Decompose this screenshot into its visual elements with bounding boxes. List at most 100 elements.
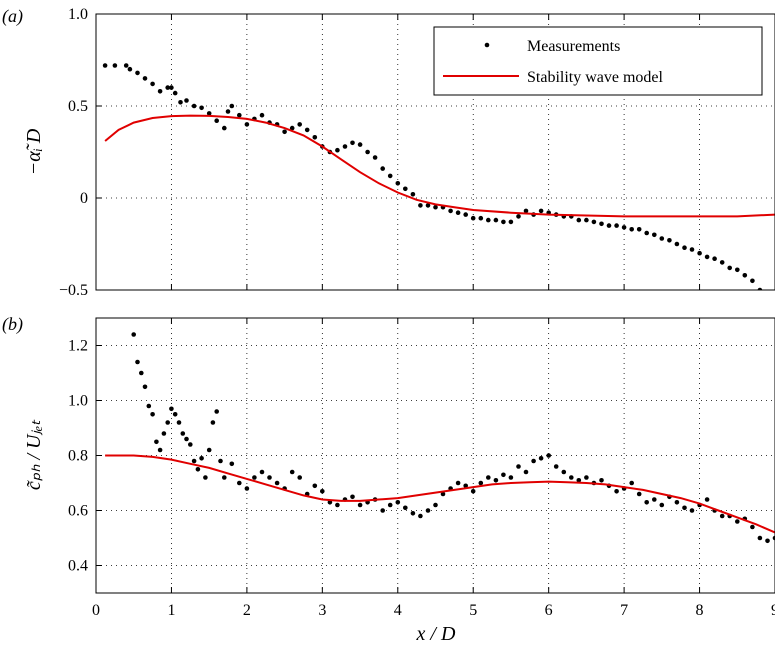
data-point-measurement	[584, 475, 589, 480]
data-point-measurement	[599, 221, 604, 227]
y-tick-label: 1.0	[68, 393, 88, 410]
x-tick-label: 0	[92, 602, 100, 619]
data-point-measurement	[689, 247, 695, 252]
data-point-measurement	[584, 217, 589, 223]
data-point-measurement	[157, 89, 163, 94]
data-point-measurement	[142, 76, 148, 81]
data-point-measurement	[735, 519, 740, 524]
data-point-measurement	[150, 81, 155, 87]
data-point-measurement	[184, 436, 189, 442]
data-point-measurement	[320, 489, 325, 494]
panel-b: (b) 0.4 0.6 0.8 1.0 1.2 0 1 2 3 4 5 6 7 8 9 c̃ₚₕ / Uⱼ…	[2, 314, 775, 645]
y-tick-label: 0.6	[68, 503, 88, 520]
data-point-measurement	[757, 287, 763, 290]
data-point-measurement	[674, 241, 680, 247]
panel-b-plot-area	[105, 332, 775, 544]
data-point-measurement	[191, 103, 197, 109]
data-point-measurement	[576, 478, 582, 483]
data-point-measurement	[576, 217, 582, 223]
data-point-measurement	[470, 215, 476, 221]
data-point-measurement	[621, 225, 627, 230]
data-point-measurement	[508, 219, 514, 225]
data-point-measurement	[387, 173, 393, 179]
data-point-measurement	[614, 223, 619, 228]
data-point-measurement	[184, 98, 189, 103]
data-point-measurement	[312, 135, 318, 140]
data-point-measurement	[304, 127, 310, 133]
panel-b-x-axis-label: x / D	[416, 623, 456, 645]
data-point-measurement	[131, 332, 136, 337]
data-point-measurement	[274, 480, 280, 486]
data-point-measurement	[667, 238, 672, 243]
data-point-measurement	[735, 267, 740, 273]
data-point-measurement	[218, 458, 223, 464]
panel-a-label: (a)	[2, 6, 23, 27]
data-point-measurement	[259, 469, 265, 475]
data-point-measurement	[157, 447, 163, 453]
data-point-measurement	[206, 111, 212, 116]
data-point-measurement	[123, 63, 129, 68]
data-point-measurement	[704, 254, 710, 260]
data-point-measurement	[463, 212, 469, 217]
panel-a-y-tick-labels: −0.5 0 0.5 1.0	[59, 6, 88, 299]
data-point-measurement	[719, 513, 725, 519]
x-tick-label: 8	[696, 602, 704, 619]
data-point-measurement	[652, 232, 657, 238]
data-point-measurement	[704, 497, 710, 502]
data-point-measurement	[146, 403, 152, 409]
x-tick-label: 7	[620, 602, 628, 619]
data-point-measurement	[188, 442, 193, 447]
data-point-measurement	[289, 125, 295, 131]
panel-b-x-tick-labels: 0 1 2 3 4 5 6 7 8 9	[92, 602, 775, 619]
data-point-measurement	[516, 214, 521, 219]
data-point-measurement	[433, 502, 438, 508]
data-point-measurement	[199, 105, 204, 111]
data-point-measurement	[440, 491, 446, 497]
panel-a-y-axis-label: −α̃ᵢ D	[23, 128, 45, 175]
data-point-measurement	[142, 384, 148, 390]
data-point-measurement	[297, 475, 303, 480]
data-point-measurement	[750, 278, 755, 284]
legend-label-measurements: Measurements	[527, 38, 620, 55]
data-point-measurement	[561, 469, 567, 475]
data-point-measurement	[112, 63, 118, 68]
x-tick-label: 1	[167, 602, 175, 619]
series-line-stability-wave-model	[104, 114, 775, 218]
data-point-measurement	[289, 469, 295, 475]
data-point-measurement	[252, 475, 257, 480]
data-point-measurement	[395, 500, 401, 505]
data-point-measurement	[508, 475, 514, 480]
data-point-measurement	[410, 511, 416, 516]
data-point-measurement	[501, 472, 506, 478]
data-point-measurement	[591, 219, 597, 225]
panel-b-label: (b)	[2, 314, 23, 335]
data-point-measurement	[644, 500, 649, 505]
y-tick-label: 0.5	[68, 98, 88, 115]
data-point-measurement	[350, 494, 355, 500]
y-tick-label: 0.4	[68, 558, 88, 575]
data-point-measurement	[448, 208, 453, 214]
data-point-measurement	[335, 502, 340, 508]
x-tick-label: 6	[545, 602, 553, 619]
data-point-measurement	[380, 166, 386, 171]
data-point-measurement	[636, 491, 642, 497]
data-point-measurement	[229, 103, 235, 109]
data-point-measurement	[135, 70, 140, 76]
data-point-measurement	[169, 85, 174, 90]
panel-b-frame	[95, 317, 775, 594]
x-tick-label: 2	[243, 602, 251, 619]
data-point-measurement	[523, 469, 529, 475]
data-point-measurement	[154, 439, 159, 445]
data-point-measurement	[165, 420, 170, 425]
data-point-measurement	[682, 245, 687, 250]
data-point-measurement	[418, 513, 423, 519]
data-point-measurement	[195, 467, 201, 472]
data-point-measurement	[659, 502, 665, 508]
data-point-measurement	[757, 535, 763, 541]
x-tick-label: 9	[771, 602, 775, 619]
data-point-measurement	[342, 144, 348, 149]
data-point-measurement	[225, 109, 231, 114]
data-point-measurement	[712, 256, 717, 262]
y-tick-label: 0.8	[68, 448, 88, 465]
